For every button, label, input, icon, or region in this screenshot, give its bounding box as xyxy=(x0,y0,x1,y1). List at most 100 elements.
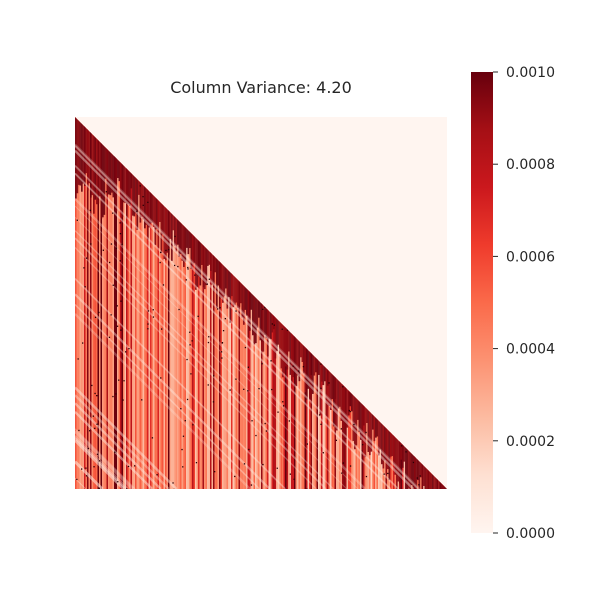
heatmap-cell xyxy=(220,351,223,353)
heatmap-cell xyxy=(181,223,184,489)
heatmap-cell xyxy=(318,360,320,375)
heatmap-cell xyxy=(193,235,196,489)
heatmap-cell xyxy=(289,331,292,375)
heatmap-cell xyxy=(291,333,293,489)
heatmap-cell xyxy=(211,253,214,489)
heatmap-cell xyxy=(99,141,101,197)
heatmap-cell xyxy=(207,249,209,489)
heatmap-cell xyxy=(84,126,86,489)
heatmap-cell xyxy=(182,466,184,468)
heatmap-cell xyxy=(352,394,355,489)
heatmap-cell xyxy=(195,237,197,290)
heatmap-cell xyxy=(122,399,124,401)
heatmap-cell xyxy=(210,252,212,271)
chart-title: Column Variance: 4.20 xyxy=(170,78,352,97)
heatmap-cell xyxy=(148,190,151,228)
heatmap-cell xyxy=(400,445,403,447)
heatmap-cell xyxy=(357,399,359,420)
heatmap-cell xyxy=(118,379,120,381)
heatmap-cell xyxy=(248,448,250,451)
heatmap-cell xyxy=(276,318,278,489)
heatmap-cell xyxy=(241,283,244,489)
heatmap-cell xyxy=(289,473,291,475)
heatmap-cell xyxy=(90,132,92,489)
heatmap-cell xyxy=(402,444,404,468)
heatmap-cell xyxy=(208,250,211,489)
heatmap-cell xyxy=(212,401,215,403)
heatmap-cell xyxy=(234,276,236,306)
heatmap-cell xyxy=(244,286,247,489)
heatmap-cell xyxy=(391,433,394,457)
heatmap-cell xyxy=(124,166,127,489)
heatmap-cell xyxy=(250,484,253,486)
heatmap-cell xyxy=(291,333,293,383)
heatmap-cell xyxy=(172,482,174,484)
heatmap-cell xyxy=(186,398,189,401)
heatmap-cell xyxy=(172,214,175,489)
heatmap-cell xyxy=(75,428,136,489)
heatmap-cell xyxy=(244,286,247,310)
heatmap-cell xyxy=(98,311,100,314)
heatmap-cell xyxy=(309,351,311,489)
heatmap-cell xyxy=(375,417,377,438)
heatmap-cell xyxy=(255,297,257,344)
heatmap-cell xyxy=(265,430,268,432)
heatmap-cell xyxy=(334,376,337,399)
heatmap-cell xyxy=(166,208,169,489)
colorbar-tick-label: 0.0006 xyxy=(506,249,555,265)
heatmap-cell xyxy=(187,266,189,269)
heatmap-cell xyxy=(355,397,358,446)
heatmap-cell xyxy=(348,409,350,412)
heatmap-cell xyxy=(100,142,103,489)
heatmap-cell xyxy=(225,267,227,289)
heatmap-cell xyxy=(427,469,430,489)
heatmap-cell xyxy=(87,129,89,191)
heatmap-cell xyxy=(84,126,86,186)
heatmap-cell xyxy=(156,474,158,476)
heatmap-cell xyxy=(115,157,118,212)
heatmap-cell xyxy=(432,474,434,489)
heatmap-cell xyxy=(304,346,307,489)
heatmap-cell xyxy=(87,447,90,450)
heatmap-cell xyxy=(243,285,245,489)
heatmap-cell xyxy=(421,463,424,489)
heatmap-cell xyxy=(117,481,119,483)
heatmap-cell xyxy=(177,219,179,245)
heatmap-cell xyxy=(157,199,160,489)
heatmap-cell xyxy=(304,346,307,393)
heatmap-cell xyxy=(147,189,149,489)
heatmap-cell xyxy=(159,261,161,264)
heatmap-cell xyxy=(141,183,143,217)
heatmap-cell xyxy=(207,384,209,386)
heatmap-cell xyxy=(178,220,181,489)
heatmap-cell xyxy=(340,382,343,421)
heatmap-cell xyxy=(116,305,118,307)
heatmap-cell xyxy=(75,230,334,489)
heatmap-cell xyxy=(174,264,176,267)
heatmap-cell xyxy=(331,373,334,400)
heatmap-cell xyxy=(262,463,264,466)
heatmap-cell xyxy=(222,330,225,332)
heatmap-cell xyxy=(89,209,91,211)
heatmap-cell xyxy=(381,423,383,465)
heatmap-cell xyxy=(424,466,427,489)
heatmap-cell xyxy=(147,323,149,325)
heatmap-cell xyxy=(169,211,172,489)
heatmap-cell xyxy=(204,246,206,489)
heatmap-cell xyxy=(298,340,301,382)
heatmap-cell xyxy=(262,304,265,352)
heatmap-cell xyxy=(119,260,121,262)
heatmap-cell xyxy=(75,164,400,489)
heatmap-cell xyxy=(144,186,146,489)
heatmap-cell xyxy=(394,436,397,475)
heatmap-cell xyxy=(75,435,129,489)
heatmap-cell xyxy=(261,363,263,365)
heatmap-cell xyxy=(136,178,139,489)
heatmap-cell xyxy=(171,213,173,489)
heatmap-cell xyxy=(415,457,418,489)
heatmap-cell xyxy=(292,334,295,378)
heatmap-cell xyxy=(75,402,162,489)
heatmap-cell xyxy=(250,292,253,489)
heatmap-cell xyxy=(322,452,324,454)
heatmap-cell xyxy=(324,366,326,489)
